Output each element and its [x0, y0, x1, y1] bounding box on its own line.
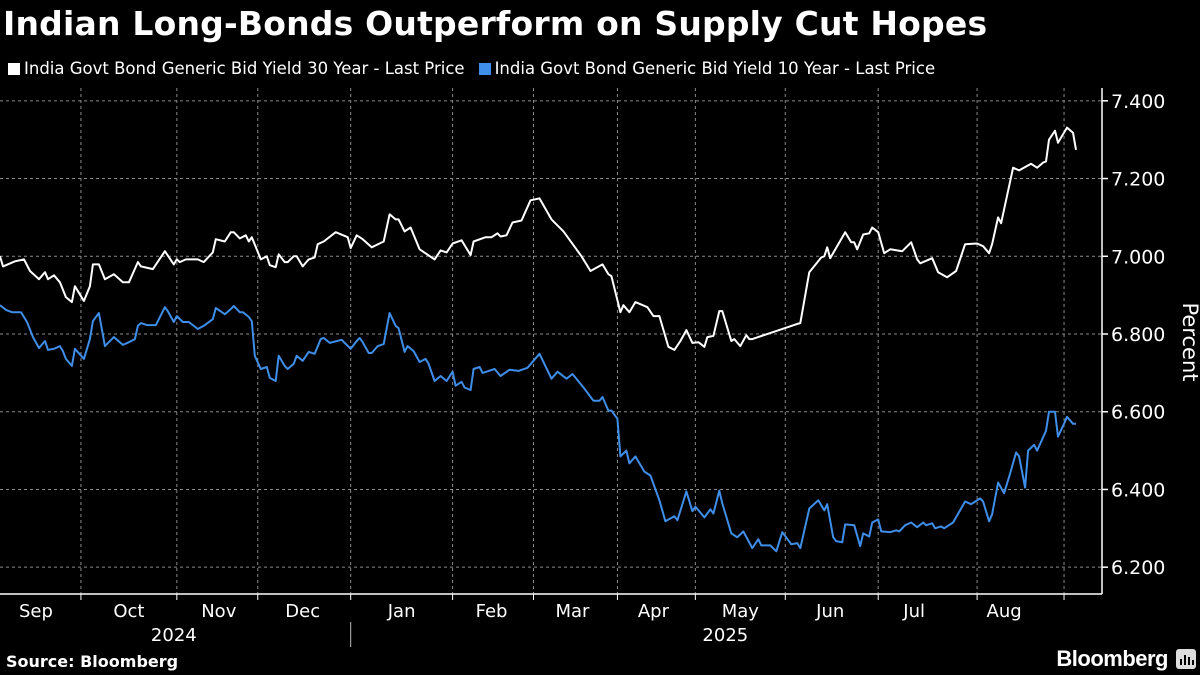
legend-swatch-10y [478, 62, 491, 75]
y-tick-label: 7.400 [1111, 91, 1165, 113]
x-tick-label-month: May [722, 601, 760, 622]
legend-label-30y: India Govt Bond Generic Bid Yield 30 Yea… [24, 59, 465, 78]
x-tick-label-month: Apr [638, 601, 670, 622]
legend-item-10y: India Govt Bond Generic Bid Yield 10 Yea… [478, 59, 936, 78]
x-tick-label-month: Dec [285, 601, 320, 622]
x-tick-label-year: 2025 [702, 625, 748, 646]
y-tick-label: 6.600 [1111, 402, 1165, 424]
x-tick-label-month: Nov [201, 601, 236, 622]
legend-item-30y: India Govt Bond Generic Bid Yield 30 Yea… [8, 59, 465, 78]
y-tick-label: 7.200 [1111, 169, 1165, 191]
legend: India Govt Bond Generic Bid Yield 30 Yea… [8, 59, 935, 78]
x-tick-label-year: 2024 [151, 625, 197, 646]
x-tick-label-month: Oct [113, 601, 144, 622]
x-tick-label-month: Jul [902, 601, 925, 622]
source-note: Source: Bloomberg [6, 652, 179, 671]
x-tick-label-month: Jan [387, 601, 416, 622]
y-tick-label: 6.200 [1111, 557, 1165, 579]
bloomberg-logo: Bloomberg [1056, 646, 1168, 671]
x-tick-label-month: Mar [555, 601, 590, 622]
y-tick-label: 6.800 [1111, 324, 1165, 346]
series-line-10-year [0, 304, 1076, 553]
x-tick-label-month: Aug [987, 601, 1022, 622]
y-axis-label: Percent [1178, 302, 1200, 381]
series-line-30-year [0, 126, 1077, 351]
legend-swatch-30y [8, 62, 20, 75]
bloomberg-chart-icon [1176, 649, 1196, 669]
chart-title: Indian Long-Bonds Outperform on Supply C… [3, 4, 988, 43]
x-tick-label-month: Sep [19, 601, 53, 622]
legend-label-10y: India Govt Bond Generic Bid Yield 10 Yea… [494, 59, 936, 78]
y-tick-label: 6.400 [1111, 479, 1165, 501]
x-tick-label-month: Feb [476, 601, 508, 622]
x-tick-label-month: Jun [815, 601, 844, 622]
y-tick-label: 7.000 [1111, 246, 1165, 268]
